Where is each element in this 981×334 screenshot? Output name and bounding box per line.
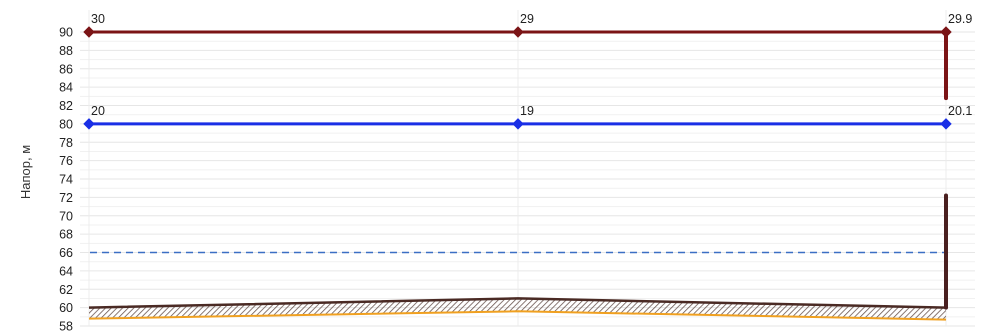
ground-top-line xyxy=(88,297,947,309)
y-axis-label: Напор, м xyxy=(18,145,33,199)
series-lines xyxy=(83,26,952,310)
data-labels: 30 29 29.9 20 19 20.1 xyxy=(91,12,972,118)
upper-point-marker xyxy=(940,26,952,38)
y-tick-label: 72 xyxy=(59,191,73,205)
middle-point-marker xyxy=(512,118,524,130)
grid-lines xyxy=(80,10,975,327)
y-tick-label: 84 xyxy=(59,81,73,95)
upper-point-marker xyxy=(512,26,524,38)
y-tick-label: 82 xyxy=(59,99,73,113)
y-tick-label: 80 xyxy=(59,117,73,131)
y-tick-label: 86 xyxy=(59,62,73,76)
upper-data-label: 29.9 xyxy=(948,12,972,26)
middle-data-label: 20.1 xyxy=(948,104,972,118)
middle-point-marker xyxy=(83,118,95,130)
ground-profile xyxy=(88,297,947,321)
y-tick-label: 88 xyxy=(59,44,73,58)
ground-bottom-line xyxy=(88,310,947,321)
y-tick-label: 58 xyxy=(59,320,73,334)
y-tick-label: 62 xyxy=(59,283,73,297)
y-tick-label: 78 xyxy=(59,136,73,150)
y-axis: 58 60 62 64 66 68 70 72 74 76 78 80 82 84 86 88 90 xyxy=(59,26,73,334)
y-tick-label: 64 xyxy=(59,264,73,278)
middle-data-label: 20 xyxy=(91,104,105,118)
y-tick-label: 76 xyxy=(59,154,73,168)
y-tick-label: 60 xyxy=(59,301,73,315)
upper-data-label: 29 xyxy=(520,12,534,26)
y-tick-label: 68 xyxy=(59,228,73,242)
middle-point-marker xyxy=(940,118,952,130)
y-tick-label: 90 xyxy=(59,26,73,40)
middle-data-label: 19 xyxy=(520,104,534,118)
y-tick-label: 74 xyxy=(59,173,73,187)
y-tick-label: 70 xyxy=(59,209,73,223)
y-tick-label: 66 xyxy=(59,246,73,260)
upper-point-marker xyxy=(83,26,95,38)
upper-data-label: 30 xyxy=(91,12,105,26)
